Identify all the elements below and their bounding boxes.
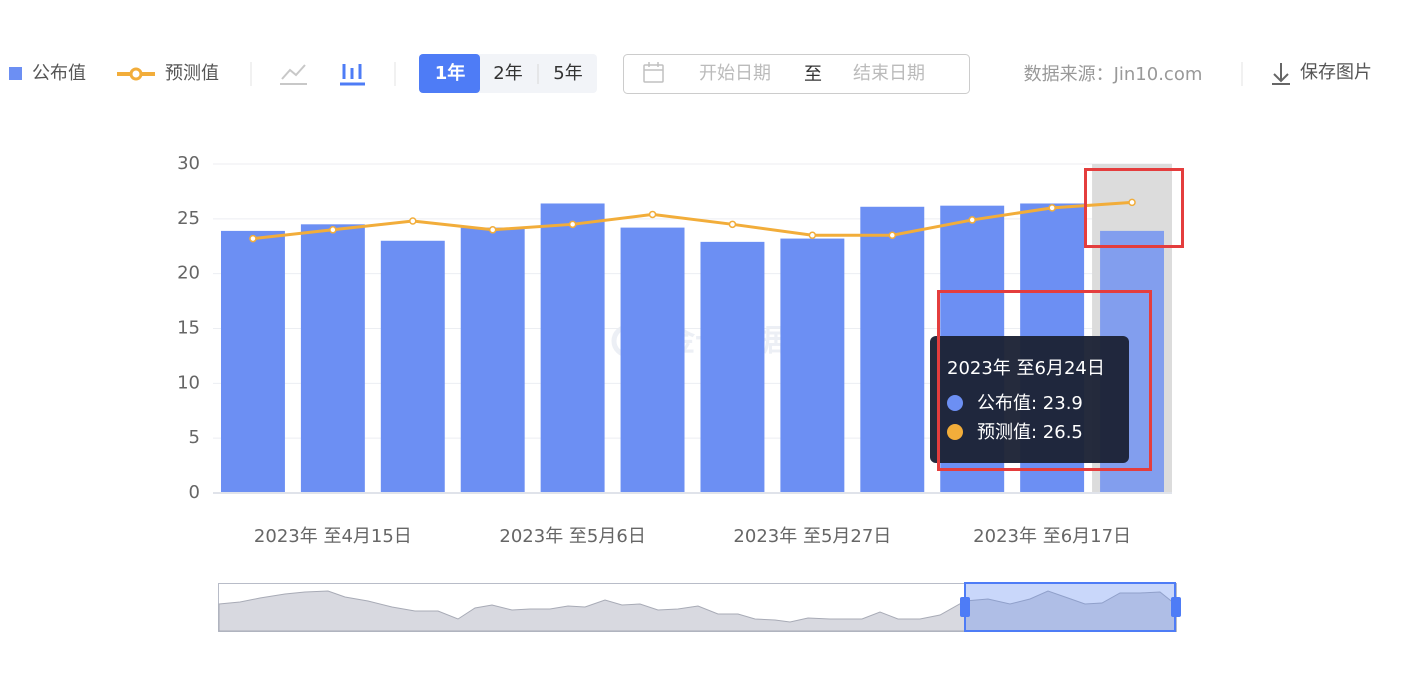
date-separator: 至	[804, 64, 822, 85]
line-point	[808, 231, 817, 240]
save-button[interactable]: 保存图片	[1300, 62, 1372, 83]
tooltip-dot	[947, 424, 963, 440]
bar	[860, 206, 925, 493]
tooltip-item: 公布值: 23.9	[977, 393, 1083, 414]
x-tick-label: 2023年 至5月27日	[733, 526, 891, 547]
calendar-icon	[643, 62, 664, 83]
source: 数据来源：Jin10.com	[1024, 64, 1203, 85]
bar	[300, 224, 365, 494]
x-tick-label: 2023年 至5月6日	[499, 526, 645, 547]
line-point	[249, 234, 257, 243]
range-button[interactable]: 5年	[553, 63, 582, 84]
navigator-area	[218, 590, 1176, 632]
y-tick-label: 15	[177, 318, 200, 339]
bar-chart-icon[interactable]	[340, 64, 365, 86]
navigator-handle[interactable]	[1171, 597, 1181, 617]
bar	[540, 203, 605, 494]
line-point	[488, 226, 497, 234]
range-button[interactable]: 1年	[435, 62, 466, 84]
toolbar: 公布值 预测值 1年 2年 5年 开始日期 至 结束日期 数据来源：Jin10.…	[9, 54, 1372, 94]
y-tick-label: 30	[177, 153, 200, 174]
tooltip-title: 2023年 至6月24日	[947, 358, 1105, 379]
bar	[220, 230, 285, 493]
tooltip-dot	[947, 395, 963, 411]
bar	[780, 238, 845, 493]
date-start[interactable]: 开始日期	[699, 63, 771, 84]
legend-label[interactable]: 公布值	[32, 63, 86, 84]
range-active[interactable]	[419, 54, 480, 93]
date-picker[interactable]	[623, 54, 970, 94]
line-point	[329, 226, 337, 234]
x-tick-label: 2023年 至4月15日	[254, 526, 412, 547]
line-point	[888, 231, 897, 240]
date-end[interactable]: 结束日期	[853, 63, 925, 84]
bar	[460, 227, 525, 493]
tooltip	[930, 336, 1129, 463]
bar	[620, 227, 685, 493]
bar	[380, 240, 445, 493]
y-tick-label: 0	[189, 482, 200, 503]
line-point	[1128, 198, 1136, 207]
range-button[interactable]: 2年	[493, 63, 522, 84]
line	[252, 200, 1133, 241]
line-point	[648, 210, 657, 219]
y-tick-label: 20	[177, 263, 200, 284]
annotation-box	[937, 290, 1152, 471]
legend-dot	[129, 67, 143, 81]
y-tick-label: 10	[177, 372, 200, 393]
line-point	[568, 220, 577, 229]
line-chart-icon[interactable]	[280, 64, 307, 85]
legend-label[interactable]: 预测值	[165, 63, 219, 84]
line-point	[728, 220, 737, 229]
navigator-handle[interactable]	[960, 597, 970, 617]
line-point	[968, 216, 976, 224]
y-tick-label: 5	[189, 427, 200, 448]
navigator[interactable]	[218, 582, 1182, 632]
line-point	[1048, 204, 1056, 212]
legend-swatch	[9, 67, 22, 80]
y-tick-label: 25	[177, 208, 200, 229]
navigator-selection[interactable]	[964, 582, 1176, 632]
download-icon[interactable]	[1272, 63, 1290, 85]
line-point	[409, 217, 417, 225]
bar	[700, 241, 765, 493]
annotation-box	[1084, 168, 1184, 248]
tooltip-item: 预测值: 26.5	[977, 422, 1083, 443]
x-tick-label: 2023年 至6月17日	[973, 526, 1131, 547]
